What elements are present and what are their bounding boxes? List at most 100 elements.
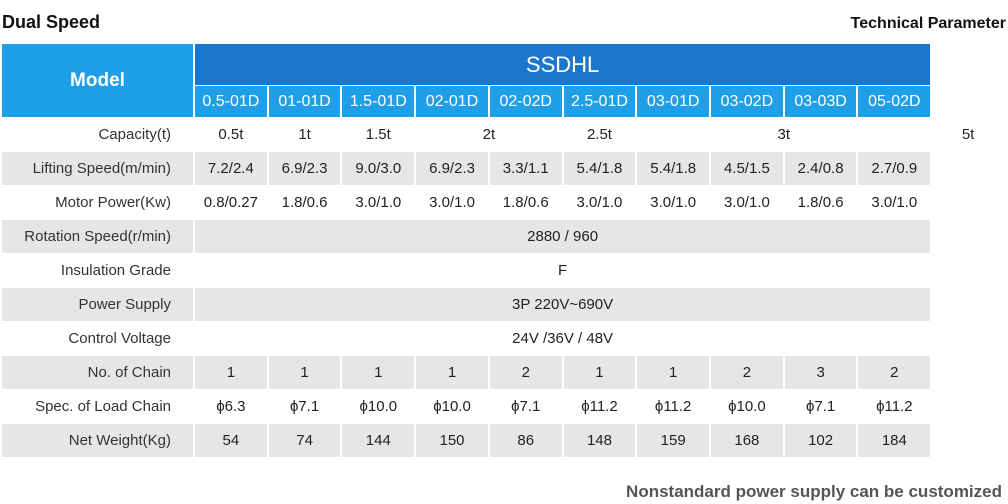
cell: 1.8/0.6 — [502, 194, 549, 211]
cell: 0.5t — [218, 126, 244, 143]
cell: 2.5t — [586, 126, 612, 143]
cell: 1.8/0.6 — [281, 194, 328, 211]
spec-row: Spec. of Load Chain ϕ6.3 ϕ7.1 ϕ10.0 ϕ10.0 ϕ7.… — [2, 390, 1004, 423]
cell: 1 — [637, 356, 710, 389]
spec-row: Capacity(t) 0.5t 1t 1.5t 2t 2.5t 3t 5t — [2, 118, 1004, 151]
cell: 2.7/0.9 — [858, 152, 931, 185]
row-label: Motor Power(Kw) — [55, 194, 171, 211]
cell: 4.5/1.5 — [711, 152, 783, 185]
row-label: Spec. of Load Chain — [35, 398, 171, 415]
model-code: 2.5-01D — [563, 86, 636, 117]
cell: 54 — [195, 424, 267, 457]
cell: 1 — [342, 356, 415, 389]
cell: 6.9/2.3 — [416, 152, 488, 185]
cell: 3 — [784, 356, 857, 389]
spec-row: Lifting Speed(m/min) 7.2/2.4 6.9/2.3 9.0/3.… — [2, 152, 1004, 185]
cell: ϕ11.2 — [876, 398, 913, 415]
cell: ϕ6.3 — [216, 398, 246, 415]
model-code: 02-02D — [489, 86, 562, 117]
cell: 2t — [482, 126, 496, 143]
row-label: Capacity(t) — [98, 126, 171, 143]
cell: F — [558, 262, 568, 279]
table-body: Model SSDHL 0.5-01D 01-01D 1.5-01D 02-01D 02… — [2, 44, 1004, 457]
row-label: Lifting Speed(m/min) — [2, 152, 193, 185]
cell: 86 — [489, 424, 562, 457]
cell: ϕ7.1 — [289, 398, 320, 415]
cell: 3.0/1.0 — [576, 194, 623, 211]
cell: 2.4/0.8 — [784, 152, 857, 185]
cell: ϕ11.2 — [654, 398, 692, 415]
model-code: 02-01D — [416, 86, 488, 117]
cell: 168 — [711, 424, 783, 457]
cell: 3.0/1.0 — [429, 194, 475, 211]
cell: 3t — [777, 126, 790, 143]
spec-row: Rotation Speed(r/min) 2880 / 960 — [2, 220, 1004, 253]
page-subtitle: Technical Parameter — [850, 15, 1006, 32]
model-row: 0.5-01D 01-01D 1.5-01D 02-01D 02-02D 2.5-01D 0… — [2, 86, 1004, 117]
row-label: No. of Chain — [2, 356, 193, 389]
cell: 7.2/2.4 — [195, 152, 267, 185]
cell: 159 — [637, 424, 710, 457]
spec-row: Control Voltage 24V /36V / 48V — [2, 322, 1004, 355]
cell: 1.5t — [365, 126, 391, 143]
cell: 184 — [858, 424, 931, 457]
cell: 2 — [489, 356, 562, 389]
cell: 3.0/1.0 — [355, 194, 402, 211]
cell: 3.0/1.0 — [650, 194, 697, 211]
row-label: Net Weight(Kg) — [2, 424, 193, 457]
cell: 9.0/3.0 — [342, 152, 415, 185]
cell: 144 — [342, 424, 415, 457]
model-code: 0.5-01D — [195, 86, 267, 117]
cell: 102 — [784, 424, 857, 457]
row-label: Control Voltage — [68, 330, 171, 347]
cell: 24V /36V / 48V — [512, 330, 614, 347]
cell: 148 — [563, 424, 636, 457]
cell: ϕ7.1 — [805, 398, 836, 415]
cell: 1 — [268, 356, 341, 389]
spec-table: Model SSDHL 0.5-01D 01-01D 1.5-01D 02-01D 02… — [0, 43, 1006, 458]
cell: ϕ10.0 — [728, 398, 766, 415]
cell: 1 — [563, 356, 636, 389]
cell: 1.8/0.6 — [797, 194, 844, 211]
spec-row: Motor Power(Kw) 0.8/0.27 1.8/0.6 3.0/1.0 3.0… — [2, 186, 1004, 219]
spec-row: Insulation Grade F — [2, 254, 1004, 287]
cell: ϕ7.1 — [511, 398, 541, 415]
cell: ϕ10.0 — [433, 398, 471, 415]
cell: 5t — [961, 126, 975, 143]
spec-row: No. of Chain 1 1 1 1 2 1 1 2 3 2 — [2, 356, 1004, 389]
row-label: Power Supply — [2, 288, 193, 321]
footnote: Nonstandard power supply can be customiz… — [626, 482, 1002, 501]
model-code: 03-02D — [711, 86, 783, 117]
cell: 3.0/1.0 — [723, 194, 770, 211]
cell: 5.4/1.8 — [637, 152, 710, 185]
cell: 3.3/1.1 — [489, 152, 562, 185]
model-code: 01-01D — [268, 86, 341, 117]
header-row: Model SSDHL — [2, 44, 1004, 117]
cell: 3.0/1.0 — [871, 194, 918, 211]
cell: ϕ10.0 — [359, 398, 398, 415]
model-label: Model — [2, 44, 193, 117]
page-title: Dual Speed — [2, 12, 101, 32]
cell: 2 — [858, 356, 931, 389]
cell: 150 — [416, 424, 488, 457]
model-code: 05-02D — [858, 86, 931, 117]
cell: 6.9/2.3 — [268, 152, 341, 185]
row-label: Insulation Grade — [60, 262, 171, 279]
spec-row: Net Weight(Kg) 54 74 144 150 86 148 159 168 102 18… — [2, 424, 1004, 457]
model-code: 1.5-01D — [342, 86, 415, 117]
cell: 74 — [268, 424, 341, 457]
spec-row: Power Supply 3P 220V~690V — [2, 288, 1004, 321]
cell: 1 — [416, 356, 488, 389]
cell: 1 — [195, 356, 267, 389]
row-label: Rotation Speed(r/min) — [2, 220, 193, 253]
cell: 2 — [711, 356, 783, 389]
cell: 5.4/1.8 — [563, 152, 636, 185]
cell: 0.8/0.27 — [203, 194, 258, 211]
model-code: 03-03D — [784, 86, 857, 117]
cell: 2880 / 960 — [195, 220, 931, 253]
model-code: 03-01D — [637, 86, 710, 117]
cell: 3P 220V~690V — [195, 288, 931, 321]
cell: 1t — [298, 126, 311, 143]
series-name: SSDHL — [195, 44, 931, 85]
